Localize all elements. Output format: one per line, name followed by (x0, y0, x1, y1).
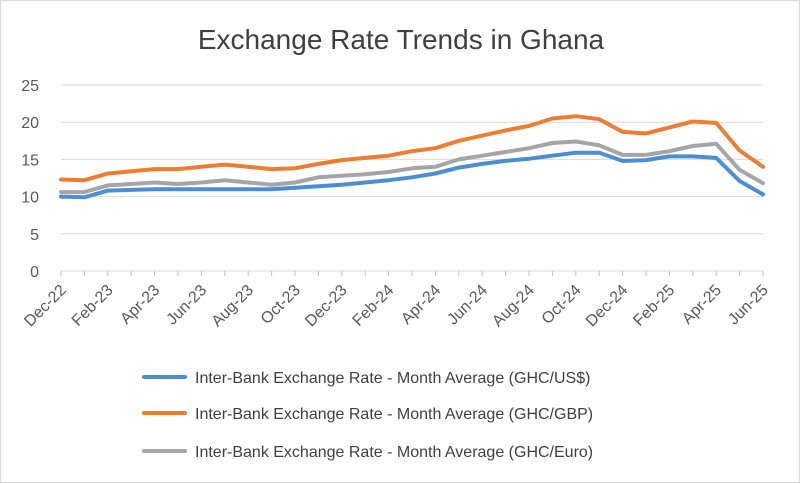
series-lines (59, 114, 765, 200)
x-tick-label: Aug-23 (209, 282, 258, 331)
x-tick-label: Oct-23 (258, 282, 304, 328)
x-tick-label: Apr-24 (398, 282, 444, 328)
legend-label: Inter-Bank Exchange Rate - Month Average… (195, 406, 593, 423)
x-tick-label: Jun-25 (725, 282, 772, 329)
x-tick-label: Jun-23 (164, 282, 211, 329)
series-line-2 (59, 139, 765, 195)
x-tick-label: Dec-22 (21, 282, 70, 331)
x-tick-label: Feb-23 (69, 282, 117, 330)
x-tick-label: Jun-24 (444, 282, 491, 329)
x-tick-label: Dec-24 (583, 282, 632, 331)
y-tick-label: 15 (21, 152, 39, 169)
series-line-1 (59, 114, 765, 183)
y-tick-label: 20 (21, 115, 39, 132)
y-tick-label: 25 (21, 78, 39, 95)
x-tick-label: Dec-23 (302, 282, 351, 331)
y-tick-label: 5 (30, 227, 39, 244)
legend-label: Inter-Bank Exchange Rate - Month Average… (195, 370, 590, 387)
series-line-0 (59, 150, 765, 200)
chart-title: Exchange Rate Trends in Ghana (198, 24, 605, 55)
x-tick-label: Aug-24 (489, 282, 538, 331)
legend-label: Inter-Bank Exchange Rate - Month Average… (195, 444, 593, 461)
x-tick-label: Apr-23 (117, 282, 163, 328)
legend: Inter-Bank Exchange Rate - Month Average… (142, 370, 593, 461)
x-tick-label: Feb-25 (630, 282, 678, 330)
y-tick-label: 0 (30, 264, 39, 281)
x-tick-label: Apr-25 (679, 282, 725, 328)
y-tick-label: 10 (21, 190, 39, 207)
y-axis: 0 5 10 15 20 25 (21, 78, 39, 281)
x-tick-label: Feb-24 (350, 282, 398, 330)
x-tick-label: Oct-24 (539, 282, 585, 328)
